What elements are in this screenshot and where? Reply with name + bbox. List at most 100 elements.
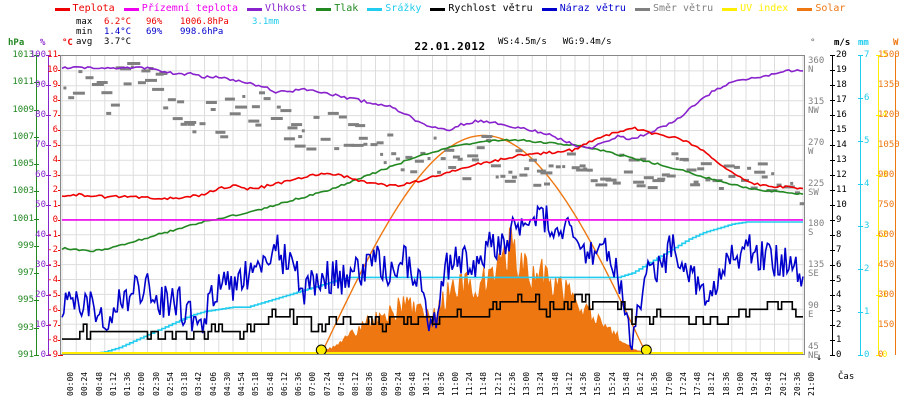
temperature-axis-tick: -7 [47,320,58,330]
rain-axis-tick: 5 [864,135,870,146]
axis-tick-mark [858,97,863,99]
x-axis-tick-label: 10:36 [436,371,446,396]
legend-label: Rychlost větru [448,3,533,14]
humidity-axis-tick: 100 [29,50,46,60]
temperature-axis-tick: -9 [47,350,58,360]
direction-axis-tick: 360 N [808,56,825,75]
x-axis-tick-label: 13:48 [550,371,560,396]
x-axis-tick-label: 03:18 [180,371,189,396]
rain-axis-tick: 3 [864,221,870,232]
x-axis-tick-label: 12:12 [493,371,503,396]
stat-cell: max [76,17,93,27]
pressure-axis-title: hPa [8,38,25,48]
axis-tick-mark [34,82,39,84]
temperature-axis-tick: -1 [47,230,58,240]
axis-tick-mark [858,226,863,228]
axis-tick-mark [830,310,835,311]
temperature-axis-tick: -3 [47,260,58,270]
solar-axis-tick: 300 [878,290,895,300]
axis-tick-mark [34,55,39,56]
page-title: 22.01.2012 [414,40,486,53]
legend-tlak: Tlak [316,4,358,14]
sunset-marker [640,344,652,354]
pressure-axis-tick: 1007 [12,131,34,142]
wind-axis-tick: 2 [836,320,842,330]
axis-tick-mark [858,312,863,314]
stat-cell: 1.4°C [104,27,132,37]
x-axis-tick-label: 07:00 [308,371,318,396]
axis-tick-mark [876,295,881,296]
series-tlak [61,138,804,253]
x-axis-tick-label: 04:06 [208,371,218,396]
stat-row: min 1.4°C 69% 998.6hPa [76,27,292,37]
humidity-axis-tick: 40 [35,230,46,240]
axis-tick-mark [34,109,39,111]
axis-tick-mark [830,295,835,296]
x-axis-tick-label: 01:12 [108,371,118,396]
legend-label: UV index [740,3,789,14]
rain-axis-tick: 4 [864,178,870,189]
axis-tick-mark [34,327,39,329]
stat-cell: avg [76,37,93,47]
humidity-axis-tick: 80 [35,110,46,120]
wind-axis-tick: 6 [836,260,842,270]
legend-smer-vetru: Směr větru [634,4,713,14]
stat-cell: min [76,27,93,37]
uv-axis-line [878,55,879,355]
axis-tick-mark [830,70,835,71]
axis-tick-mark [34,164,39,166]
uv-axis-tick: 1 [882,290,888,300]
x-axis-tick-label: 18:12 [707,371,717,396]
axis-tick-mark [34,218,39,220]
axis-tick-mark [876,235,881,236]
direction-axis-tick: 225 SW [808,178,825,198]
legend-label: Teplota [72,3,115,14]
x-axis-tick-label: 19:48 [764,371,774,396]
humidity-axis-tick: 10 [35,320,46,330]
legend-swatch-icon [123,7,139,11]
legend-label: Náraz větru [559,3,626,14]
legend-srazky: Srážky [367,4,421,14]
legend-prizemni-teplota: Přízemní teplota [123,4,238,14]
x-axis-tick-label: 09:48 [408,371,417,396]
rain-axis-tick: 6 [864,92,870,103]
direction-axis-tick: 135 SE [808,260,825,280]
uv-axis-tick: 0 [882,350,888,360]
x-axis-arrow: ↓ [816,352,823,363]
x-axis-tick-label: 17:48 [693,371,702,396]
axis-tick-mark [830,355,835,356]
pressure-axis-tick: 993 [17,322,34,333]
rain-axis-line [860,55,861,355]
axis-tick-mark [876,55,881,56]
axis-tick-mark [858,269,863,271]
x-axis-tick-label: 09:00 [379,371,389,396]
solar-axis-line [895,55,896,355]
solar-measured-area [320,227,647,354]
temperature-axis-tick: 5 [52,140,58,150]
humidity-axis-tick: 60 [35,170,46,180]
axis-tick-mark [46,55,51,56]
pressure-axis-tick: 1009 [12,104,34,115]
pressure-axis-tick: 999 [17,240,34,251]
axis-tick-mark [34,273,39,275]
pressure-axis-tick: 1001 [12,213,34,224]
axis-tick-mark [830,220,835,221]
humidity-axis-tick: 50 [35,200,46,210]
axis-tick-mark [858,355,863,356]
solar-axis-tick: 1050 [878,140,900,150]
legend-swatch-icon [54,7,70,11]
temperature-axis-tick: 7 [52,110,58,120]
wind-axis-tick: 0 [836,350,842,360]
wind-axis-tick: 8 [836,230,842,240]
axis-tick-mark [830,325,835,326]
wind-axis-tick: 15 [836,125,847,135]
legend-label: Solar [815,3,846,14]
temperature-axis-tick: 10 [47,65,58,75]
wind-axis-tick: 1 [836,335,842,345]
legend-solar: Solar [797,4,845,14]
x-axis-tick-label: 17:24 [678,371,688,396]
x-axis-tick-label: 00:24 [80,371,90,396]
wind-axis-tick: 10 [836,200,847,210]
legend-swatch-icon [367,7,383,11]
